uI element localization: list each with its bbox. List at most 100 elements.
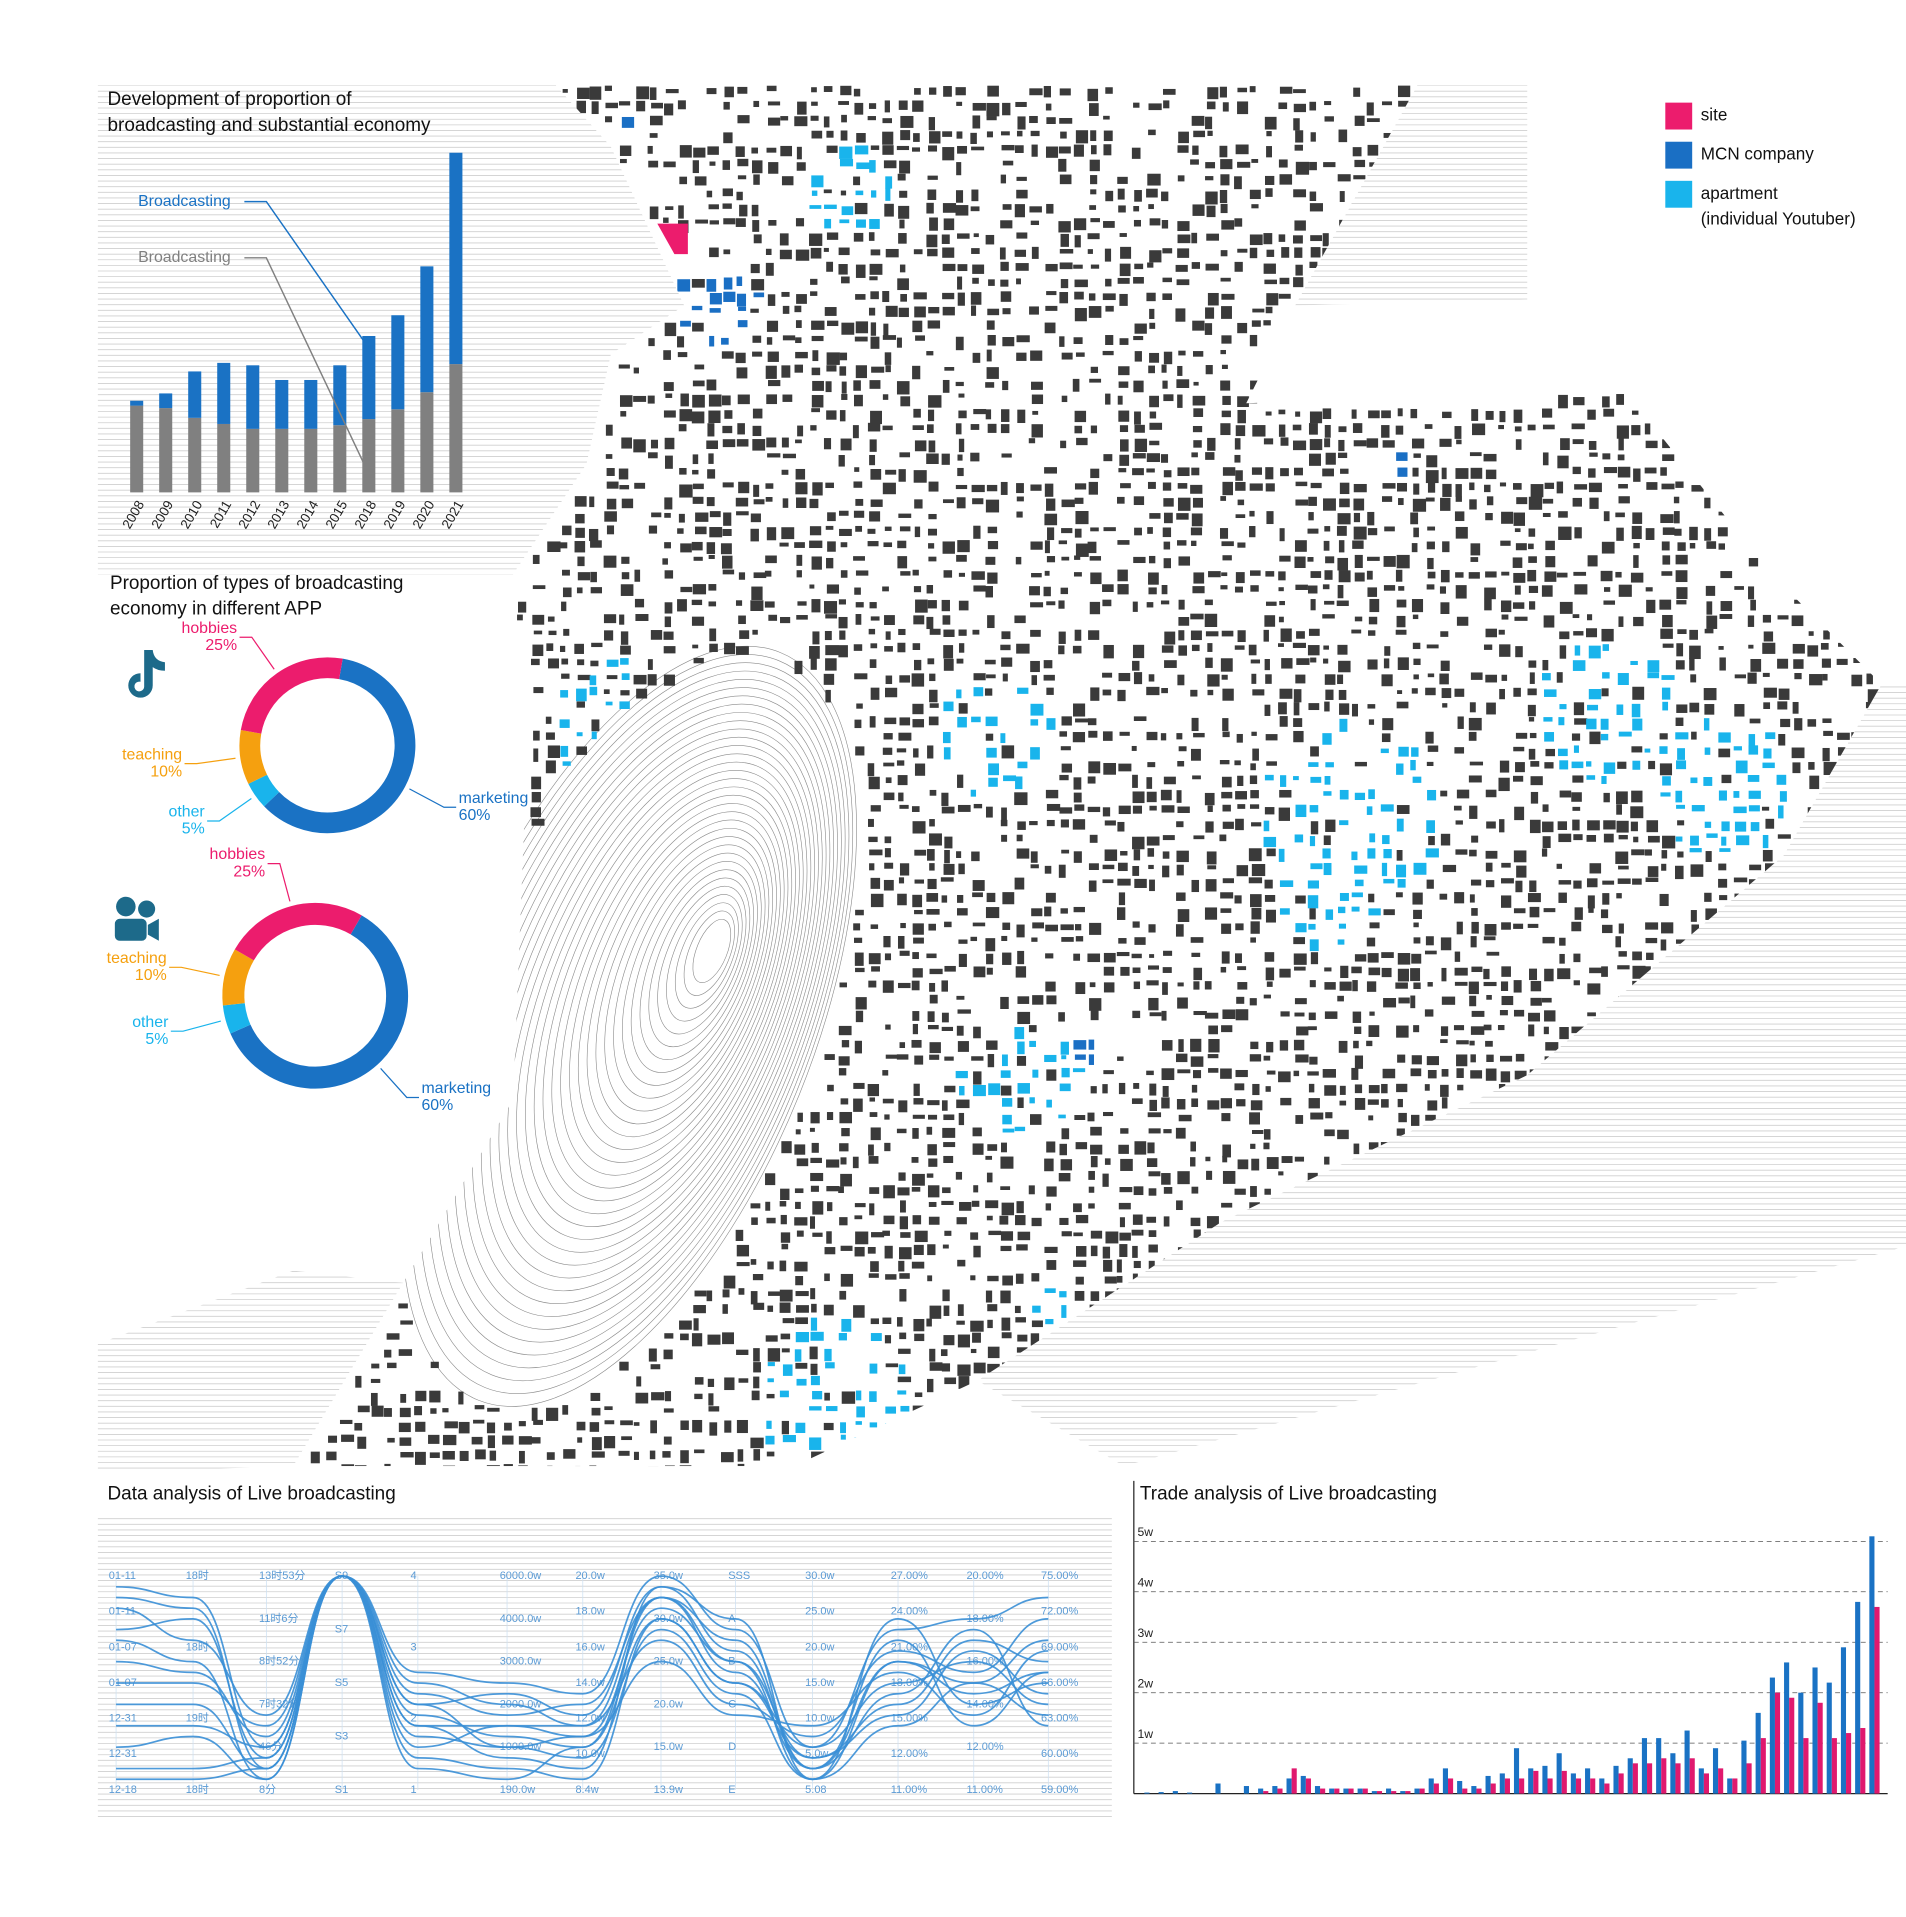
building bbox=[722, 555, 733, 569]
building bbox=[1777, 658, 1789, 669]
building bbox=[1382, 483, 1396, 489]
building bbox=[1177, 674, 1185, 686]
building bbox=[1310, 1112, 1324, 1120]
building bbox=[1266, 848, 1276, 857]
building bbox=[987, 1304, 998, 1312]
building bbox=[780, 145, 793, 157]
building bbox=[838, 455, 845, 467]
building bbox=[1413, 922, 1419, 928]
building bbox=[1527, 893, 1541, 903]
building bbox=[1103, 454, 1113, 462]
building bbox=[1644, 467, 1657, 474]
building bbox=[1294, 966, 1306, 971]
building bbox=[943, 645, 954, 659]
building bbox=[1176, 864, 1184, 876]
building bbox=[1324, 967, 1332, 972]
building bbox=[1146, 791, 1157, 803]
building bbox=[1146, 1070, 1154, 1076]
building bbox=[1002, 1114, 1012, 1125]
building bbox=[956, 101, 963, 106]
building bbox=[1177, 761, 1185, 767]
building bbox=[1468, 717, 1482, 731]
building bbox=[1644, 966, 1651, 976]
building bbox=[1017, 996, 1030, 1004]
building bbox=[926, 585, 934, 594]
building bbox=[1677, 629, 1687, 635]
building bbox=[1266, 249, 1275, 257]
building bbox=[941, 806, 955, 814]
building bbox=[854, 1246, 865, 1257]
building bbox=[1632, 951, 1642, 961]
building bbox=[1410, 1114, 1420, 1126]
building bbox=[707, 423, 715, 437]
building bbox=[1237, 87, 1248, 93]
building bbox=[1351, 409, 1357, 419]
building bbox=[1149, 1083, 1157, 1096]
building bbox=[591, 719, 600, 732]
building bbox=[1542, 512, 1551, 518]
building bbox=[1675, 554, 1688, 565]
building bbox=[868, 628, 876, 635]
building bbox=[1148, 365, 1155, 374]
building bbox=[1339, 191, 1345, 202]
building bbox=[1382, 718, 1394, 731]
building bbox=[737, 1449, 744, 1462]
building bbox=[1058, 146, 1071, 154]
building bbox=[735, 146, 745, 157]
building bbox=[1192, 497, 1203, 508]
building bbox=[1028, 1185, 1035, 1195]
building bbox=[1133, 206, 1140, 212]
building bbox=[811, 556, 822, 570]
building bbox=[1045, 892, 1056, 903]
building bbox=[796, 162, 806, 171]
building bbox=[1484, 587, 1496, 600]
building bbox=[1662, 454, 1675, 461]
building bbox=[986, 747, 997, 758]
building bbox=[1586, 614, 1593, 621]
axis-label: 8时52分 bbox=[259, 1655, 299, 1668]
building bbox=[576, 587, 583, 594]
building bbox=[839, 1143, 849, 1152]
building bbox=[809, 1406, 822, 1411]
building bbox=[1617, 466, 1631, 478]
building bbox=[750, 1203, 761, 1209]
building bbox=[1339, 498, 1350, 508]
building bbox=[1323, 498, 1336, 511]
building bbox=[576, 100, 587, 114]
building bbox=[988, 1083, 1001, 1096]
building bbox=[647, 659, 653, 670]
building bbox=[970, 452, 980, 462]
legend-swatch bbox=[1665, 102, 1693, 130]
building bbox=[1499, 688, 1505, 700]
building bbox=[882, 1230, 890, 1236]
building bbox=[884, 1142, 891, 1152]
building bbox=[722, 1289, 730, 1298]
building bbox=[1633, 836, 1639, 843]
building bbox=[958, 438, 965, 453]
building bbox=[1075, 1214, 1089, 1224]
building bbox=[914, 1230, 928, 1243]
building bbox=[1015, 263, 1029, 271]
building bbox=[1278, 409, 1286, 415]
building bbox=[1703, 776, 1713, 786]
building bbox=[882, 586, 889, 592]
bar bbox=[1305, 1778, 1311, 1794]
building bbox=[1471, 835, 1479, 843]
building bbox=[1087, 953, 1101, 963]
building bbox=[1323, 835, 1331, 846]
building bbox=[604, 1420, 615, 1425]
building bbox=[1221, 776, 1232, 788]
building bbox=[1706, 541, 1717, 549]
building bbox=[708, 1406, 720, 1412]
building bbox=[1410, 968, 1421, 982]
building bbox=[1058, 1114, 1066, 1119]
building bbox=[1059, 774, 1069, 781]
building bbox=[1089, 103, 1099, 116]
building bbox=[853, 88, 861, 97]
building bbox=[826, 584, 840, 594]
building bbox=[1105, 87, 1113, 94]
bar bbox=[1675, 1763, 1681, 1794]
building bbox=[1309, 453, 1321, 466]
building bbox=[1296, 631, 1305, 639]
building bbox=[1647, 866, 1659, 877]
